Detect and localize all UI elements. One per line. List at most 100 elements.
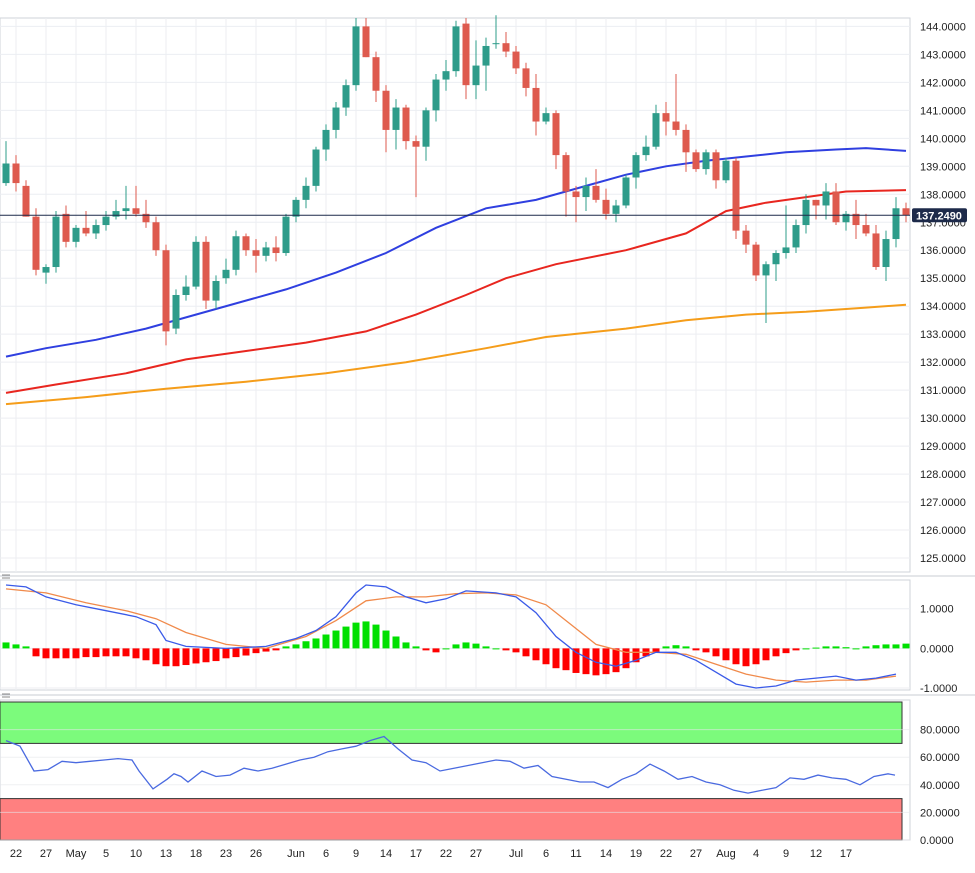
x-tick: 13: [160, 848, 172, 860]
x-tick: 22: [440, 848, 452, 860]
macd-histogram-bar: [22, 646, 30, 649]
macd-histogram-bar: [732, 648, 740, 665]
candle: [452, 20, 460, 77]
candle: [322, 124, 330, 161]
candle: [372, 51, 380, 102]
candle-body: [332, 107, 340, 130]
resize-handle-1[interactable]: [2, 574, 10, 579]
price-grid: [0, 18, 910, 572]
macd-histogram-bar: [12, 644, 20, 649]
macd-histogram-bar: [692, 648, 700, 651]
macd-histogram-bar: [462, 642, 470, 649]
candle-body: [102, 216, 110, 226]
macd-histogram-bar: [502, 648, 510, 651]
x-tick: 17: [840, 848, 852, 860]
x-tick: 23: [220, 848, 232, 860]
candle-body: [392, 107, 400, 130]
macd-histogram-bar: [42, 648, 50, 659]
rsi-y-tick: 80.0000: [920, 725, 960, 737]
candle: [652, 104, 660, 150]
rsi-overbought-band: [0, 701, 903, 744]
candle: [832, 183, 840, 226]
candle-body: [362, 26, 370, 58]
candle: [52, 211, 60, 273]
resize-handle-2[interactable]: [2, 693, 10, 698]
macd-y-tick: 1.0000: [920, 604, 954, 616]
x-tick: 4: [753, 848, 759, 860]
candle: [552, 110, 560, 170]
macd-histogram-bar: [162, 648, 170, 667]
candle: [62, 205, 70, 248]
candle: [112, 199, 120, 220]
candle: [222, 258, 230, 284]
macd-histogram-bar: [562, 648, 570, 671]
candle: [342, 79, 350, 116]
candle-body: [752, 244, 760, 276]
macd-histogram-bar: [582, 648, 590, 675]
rsi-grid: [0, 729, 910, 841]
x-tick: 5: [103, 848, 109, 860]
price-y-tick: 128.0000: [920, 469, 966, 481]
macd-histogram-bar: [652, 648, 660, 653]
candle-body: [132, 208, 140, 214]
macd-histogram-bar: [102, 648, 110, 657]
candle-body: [622, 177, 630, 206]
macd-signal-line: [5, 588, 897, 683]
candle-body: [242, 236, 250, 251]
macd-histogram-bar: [382, 630, 390, 649]
candle-body: [182, 286, 190, 295]
candle-body: [782, 247, 790, 254]
candle-body: [382, 90, 390, 130]
macd-histogram-bar: [802, 648, 810, 650]
price-y-tick: 131.0000: [920, 385, 966, 397]
current-price-badge-box: [912, 208, 967, 223]
macd-histogram-bar: [2, 642, 10, 649]
candle-body: [582, 185, 590, 198]
candle-body: [202, 241, 210, 301]
candle-body: [702, 152, 710, 170]
candle-body: [802, 199, 810, 226]
candle: [662, 101, 670, 136]
candle-body: [742, 230, 750, 245]
macd-panel: 1.0000 0.0000 -1.0000: [0, 579, 957, 695]
x-tick: 6: [543, 848, 549, 860]
macd-histogram-bar: [302, 641, 310, 649]
macd-histogram-bar: [742, 648, 750, 667]
x-tick: 27: [470, 848, 482, 860]
macd-histogram-bar: [882, 644, 890, 649]
candle-body: [142, 213, 150, 223]
macd-histogram-bar: [362, 621, 370, 649]
candle-body: [2, 163, 10, 184]
candle: [262, 241, 270, 262]
candle: [902, 202, 910, 223]
macd-histogram-bar: [492, 648, 500, 650]
candle: [202, 236, 210, 309]
candle-body: [682, 129, 690, 153]
macd-histogram-bar: [182, 648, 190, 666]
candle-body: [292, 199, 300, 217]
candle: [562, 152, 570, 217]
x-tick: Jun: [287, 848, 305, 860]
x-tick: 10: [130, 848, 142, 860]
candle: [782, 205, 790, 259]
macd-histogram-bar: [62, 648, 70, 659]
candle-body: [552, 113, 560, 156]
macd-histogram-bar: [132, 648, 140, 659]
candle: [382, 85, 390, 153]
rsi-y-axis: 80.0000 60.0000 40.0000 20.0000 0.0000: [920, 725, 960, 847]
x-tick: 14: [600, 848, 612, 860]
rsi-line-path: [5, 735, 896, 794]
candle-body: [92, 225, 100, 234]
candle-body: [32, 216, 40, 270]
candle-body: [52, 216, 60, 268]
macd-histogram-bar: [82, 648, 90, 658]
macd-histogram-bar: [662, 646, 670, 649]
candle-body: [672, 121, 680, 130]
candle-body: [282, 216, 290, 254]
candle-body: [452, 26, 460, 72]
price-y-tick: 130.0000: [920, 413, 966, 425]
candle-body: [442, 71, 450, 80]
macd-histogram-bar: [412, 646, 420, 649]
candle: [842, 211, 850, 231]
candle-body: [172, 295, 180, 329]
